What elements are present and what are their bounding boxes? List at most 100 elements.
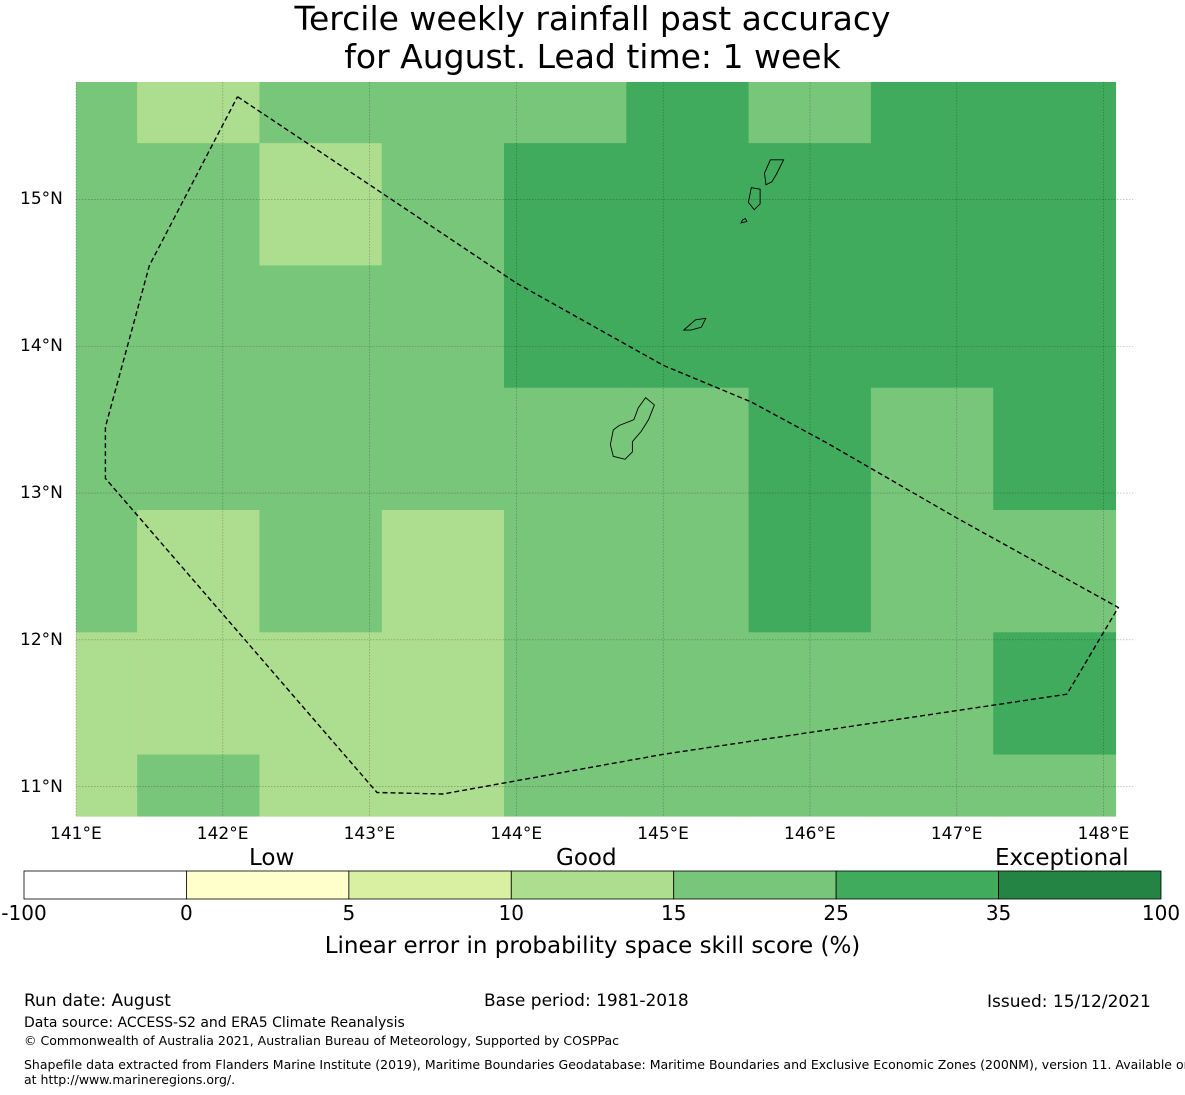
grid-cell [137,143,261,267]
colorbar-bin [998,870,1162,900]
grid-cell [504,387,627,511]
grid-cell [259,509,383,633]
island-outline [747,187,761,211]
grid-cell [993,632,1117,756]
colorbar-bin [673,870,837,900]
grid-cell [748,754,872,817]
lon-tick-label: 145°E [637,824,689,844]
skill-grid [76,82,1117,817]
grid-cell [993,387,1117,511]
colorbar-bin [835,870,999,900]
colorbar-label: Linear error in probability space skill … [324,933,861,959]
eez-boundary [104,96,1120,795]
grid-cell [381,265,505,389]
lat-tick-label: 13°N [20,483,63,504]
title-line-1: Tercile weekly rainfall past accuracy [294,0,891,38]
colorbar-tick-label: 35 [985,901,1012,925]
grid-cell [381,387,505,511]
base-period: Base period: 1981-2018 [484,991,689,1011]
colorbar [23,870,1162,900]
grid-cell [259,265,383,389]
colorbar-tick-label: 5 [342,901,356,925]
colorbar-tick-label: 0 [180,901,193,925]
lat-tick-label: 14°N [20,336,63,357]
grid-cell [137,387,261,511]
map-title: Tercile weekly rainfall past accuracy fo… [0,0,1185,76]
island-outline [609,396,655,460]
grid-cell [259,82,383,144]
colorbar-tick-label: 100 [1141,901,1181,925]
colorbar-tick-label: 25 [823,901,849,925]
lat-tick-label: 12°N [20,629,63,650]
grid-cell [626,82,750,144]
grid-cell [137,632,261,756]
grid-cell [76,509,138,633]
grid-cell [870,632,994,756]
grid-cell [381,143,505,267]
grid-cell [504,265,627,389]
grid-cell [504,632,627,756]
grid-cell [137,265,261,389]
grid-cell [748,387,872,511]
shapefile-credit-2: at http://www.marineregions.org/. [24,1072,236,1087]
colorbar-bin [23,870,187,900]
run-date: Run date: August [24,991,171,1011]
colorbar-bin [348,870,512,900]
grid-cell [504,509,627,633]
island-outline [764,159,785,186]
issued-date: Issued: 15/12/2021 [987,992,1151,1012]
colorbar-header-low: Low [249,845,295,871]
grid-cell [76,143,138,267]
lat-tick-label: 15°N [20,189,63,210]
colorbar-bin [510,870,675,900]
grid-cell [259,143,383,267]
grid-cell [76,387,138,511]
grid-cell [626,632,750,756]
grid-cell [993,82,1117,144]
copyright: © Commonwealth of Australia 2021, Austra… [24,1033,619,1048]
island-outline [740,217,748,224]
lon-tick-label: 146°E [784,824,836,844]
lon-tick-label: 144°E [490,824,543,844]
grid-cell [748,509,872,633]
grid-cell [504,143,627,267]
grid-cell [626,509,750,633]
data-source: Data source: ACCESS-S2 and ERA5 Climate … [24,1015,405,1031]
colorbar-bin [186,870,350,900]
coastline [609,159,785,460]
grid-cell [870,754,994,817]
colorbar-tick-label: 15 [660,901,687,925]
grid-cell [76,632,138,756]
grid-cell [137,82,261,144]
grid-cell [870,82,994,144]
grid-cell [748,632,872,756]
grid-cell [76,265,138,389]
grid-cell [381,82,505,144]
lon-tick-label: 142°E [196,824,249,844]
grid-cell [76,82,138,144]
grid-cell [137,509,261,633]
grid-cell [626,387,750,511]
grid-cell [993,754,1117,817]
colorbar-tick-label: -100 [1,901,47,925]
grid-cell [381,754,505,817]
lon-tick-label: 148°E [1077,824,1130,844]
colorbar-header-exceptional: Exceptional [995,845,1129,871]
grid-cell [504,82,627,144]
grid-cell [993,143,1117,267]
colorbar-header-good: Good [556,845,617,871]
grid-cell [870,387,994,511]
grid-cell [993,265,1117,389]
grid-cell [870,265,994,389]
grid-cell [259,632,383,756]
grid-cell [626,754,750,817]
grid-cell [748,82,872,144]
lon-tick-label: 143°E [343,824,396,844]
grid-cell [381,632,505,756]
grid-cell [259,387,383,511]
graticule [75,82,1133,816]
grid-cell [870,509,994,633]
grid-cell [748,265,872,389]
grid-cell [626,143,750,267]
